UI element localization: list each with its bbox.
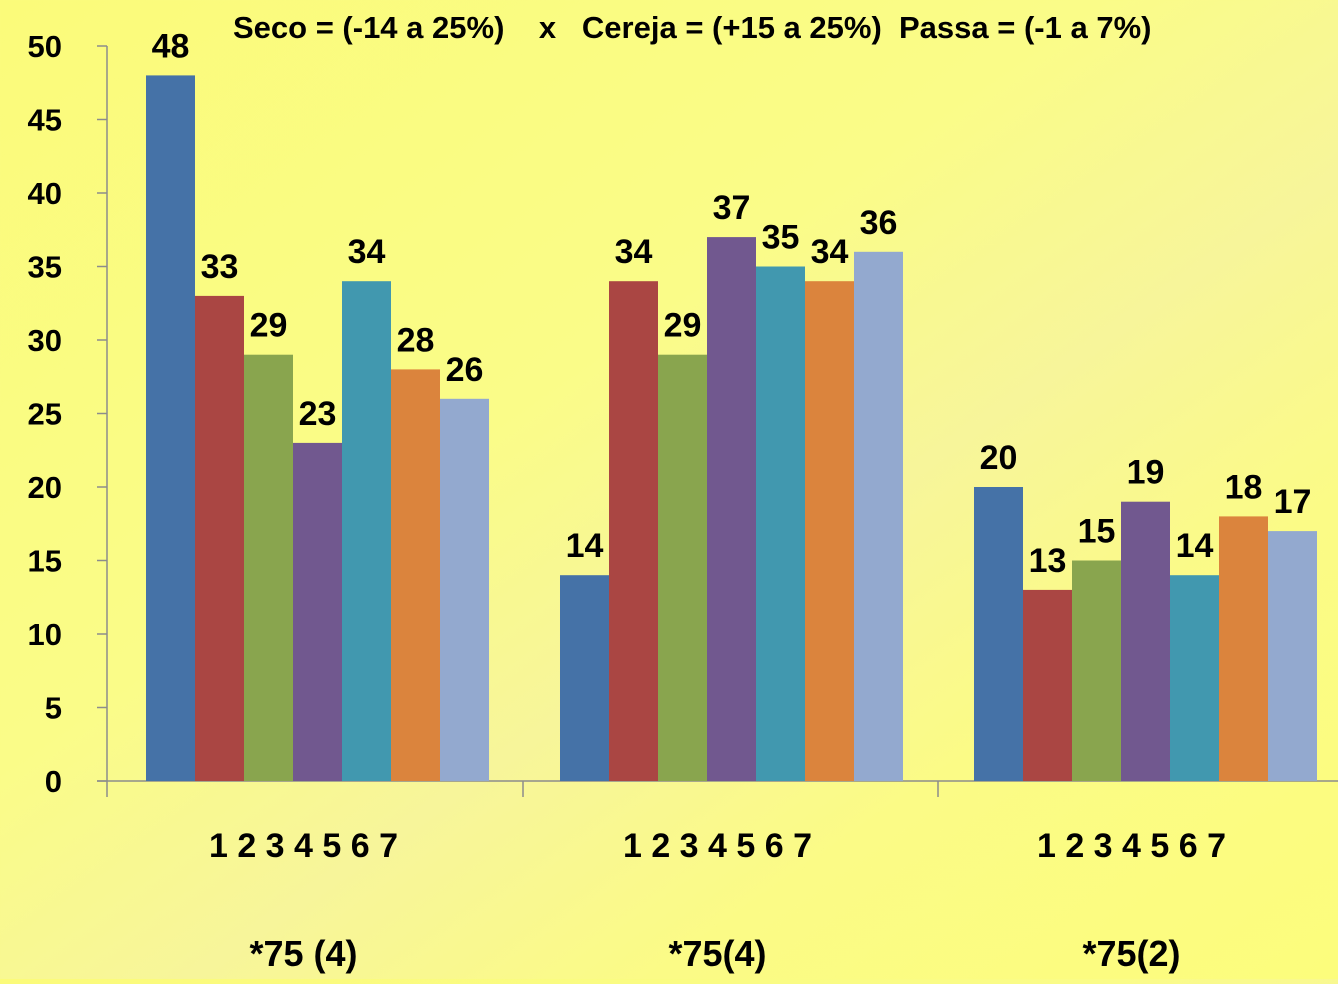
bar: [560, 575, 609, 781]
bar: [756, 266, 805, 781]
x-category-label: *75(4): [668, 933, 766, 974]
x-category-sublabel: 1 2 3 4 5 6 7: [623, 827, 812, 865]
bar-value-label: 20: [980, 439, 1018, 477]
bar: [244, 354, 293, 781]
bar: [391, 369, 440, 781]
x-category-sublabel: 1 2 3 4 5 6 7: [1037, 827, 1226, 865]
bar-value-label: 34: [348, 233, 386, 271]
bar-value-label: 23: [299, 395, 337, 433]
y-tick-label: 0: [45, 764, 62, 799]
y-tick-label: 40: [28, 176, 62, 211]
x-category-label: *75(2): [1082, 933, 1180, 974]
bar: [1072, 560, 1121, 781]
y-tick-label: 30: [28, 323, 62, 358]
bar-value-label: 35: [762, 219, 800, 257]
bar: [1268, 531, 1317, 781]
bar-value-label: 34: [615, 233, 653, 271]
y-tick-label: 50: [28, 29, 62, 64]
bar-value-label: 18: [1225, 468, 1263, 506]
bar-value-label: 33: [201, 248, 239, 286]
y-tick-label: 45: [28, 103, 62, 138]
bar-value-label: 29: [250, 307, 288, 345]
bar: [1023, 589, 1072, 781]
bar: [293, 442, 342, 781]
bar: [1219, 516, 1268, 781]
y-tick-label: 5: [45, 691, 62, 726]
bar-value-label: 26: [446, 351, 484, 389]
y-tick-label: 25: [28, 397, 62, 432]
bar: [805, 281, 854, 781]
bar-value-label: 14: [566, 527, 604, 565]
chart-title: Seco = (-14 a 25%) x Cereja = (+15 a 25%…: [233, 10, 1151, 45]
y-tick-label: 35: [28, 250, 62, 285]
bar-value-label: 15: [1078, 513, 1116, 551]
bar-value-label: 37: [713, 189, 751, 227]
bar-value-label: 34: [811, 233, 849, 271]
bar-value-label: 36: [860, 204, 898, 242]
bar-value-label: 48: [152, 27, 190, 65]
bar: [1170, 575, 1219, 781]
bar-value-label: 29: [664, 307, 702, 345]
bar-value-label: 17: [1274, 483, 1312, 521]
bar: [1121, 501, 1170, 781]
bar: [342, 281, 391, 781]
y-tick-label: 10: [28, 617, 62, 652]
bar: [146, 75, 195, 781]
y-tick-label: 15: [28, 544, 62, 579]
bar: [974, 487, 1023, 781]
bar: [707, 237, 756, 782]
bar-value-label: 19: [1127, 454, 1165, 492]
bar-value-label: 28: [397, 321, 435, 359]
bar: [609, 281, 658, 781]
bar-value-label: 13: [1029, 542, 1067, 580]
bar: [195, 295, 244, 781]
bar: [440, 398, 489, 781]
x-category-sublabel: 1 2 3 4 5 6 7: [209, 827, 398, 865]
bar: [854, 251, 903, 782]
bar-value-label: 14: [1176, 527, 1214, 565]
bar: [658, 354, 707, 781]
y-tick-label: 20: [28, 470, 62, 505]
x-category-label: *75 (4): [249, 933, 357, 974]
